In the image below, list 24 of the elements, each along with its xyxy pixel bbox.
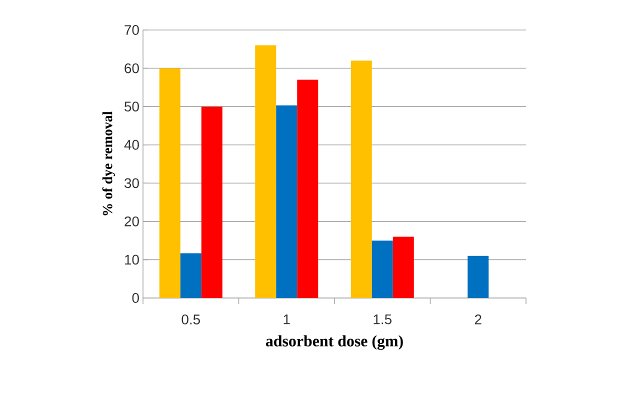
bar xyxy=(255,45,276,298)
x-tick-label: 1.5 xyxy=(374,314,392,324)
bar xyxy=(372,240,393,298)
x-axis-title: adsorbent dose (gm) xyxy=(266,335,403,350)
bar xyxy=(350,60,372,298)
y-tick-label: 0 xyxy=(132,293,139,303)
y-tick-label: 40 xyxy=(124,140,139,150)
bar xyxy=(201,106,222,298)
bar xyxy=(297,80,318,298)
bar xyxy=(468,256,489,298)
y-tick-label: 10 xyxy=(125,254,139,265)
y-tick-label: 60 xyxy=(124,63,139,74)
bar xyxy=(276,105,298,298)
y-tick-label: 20 xyxy=(124,216,139,226)
y-tick-label: 50 xyxy=(124,102,139,112)
bar xyxy=(392,236,414,298)
y-tick-label: 70 xyxy=(124,25,139,35)
y-tick-label: 30 xyxy=(124,178,139,188)
bar xyxy=(159,68,180,298)
x-tick-label: 2 xyxy=(474,314,482,324)
y-axis-title: % of dye removal xyxy=(102,111,116,216)
bar xyxy=(180,253,202,298)
x-tick-label: 1 xyxy=(284,314,290,324)
x-tick-label: 0.5 xyxy=(182,314,200,324)
